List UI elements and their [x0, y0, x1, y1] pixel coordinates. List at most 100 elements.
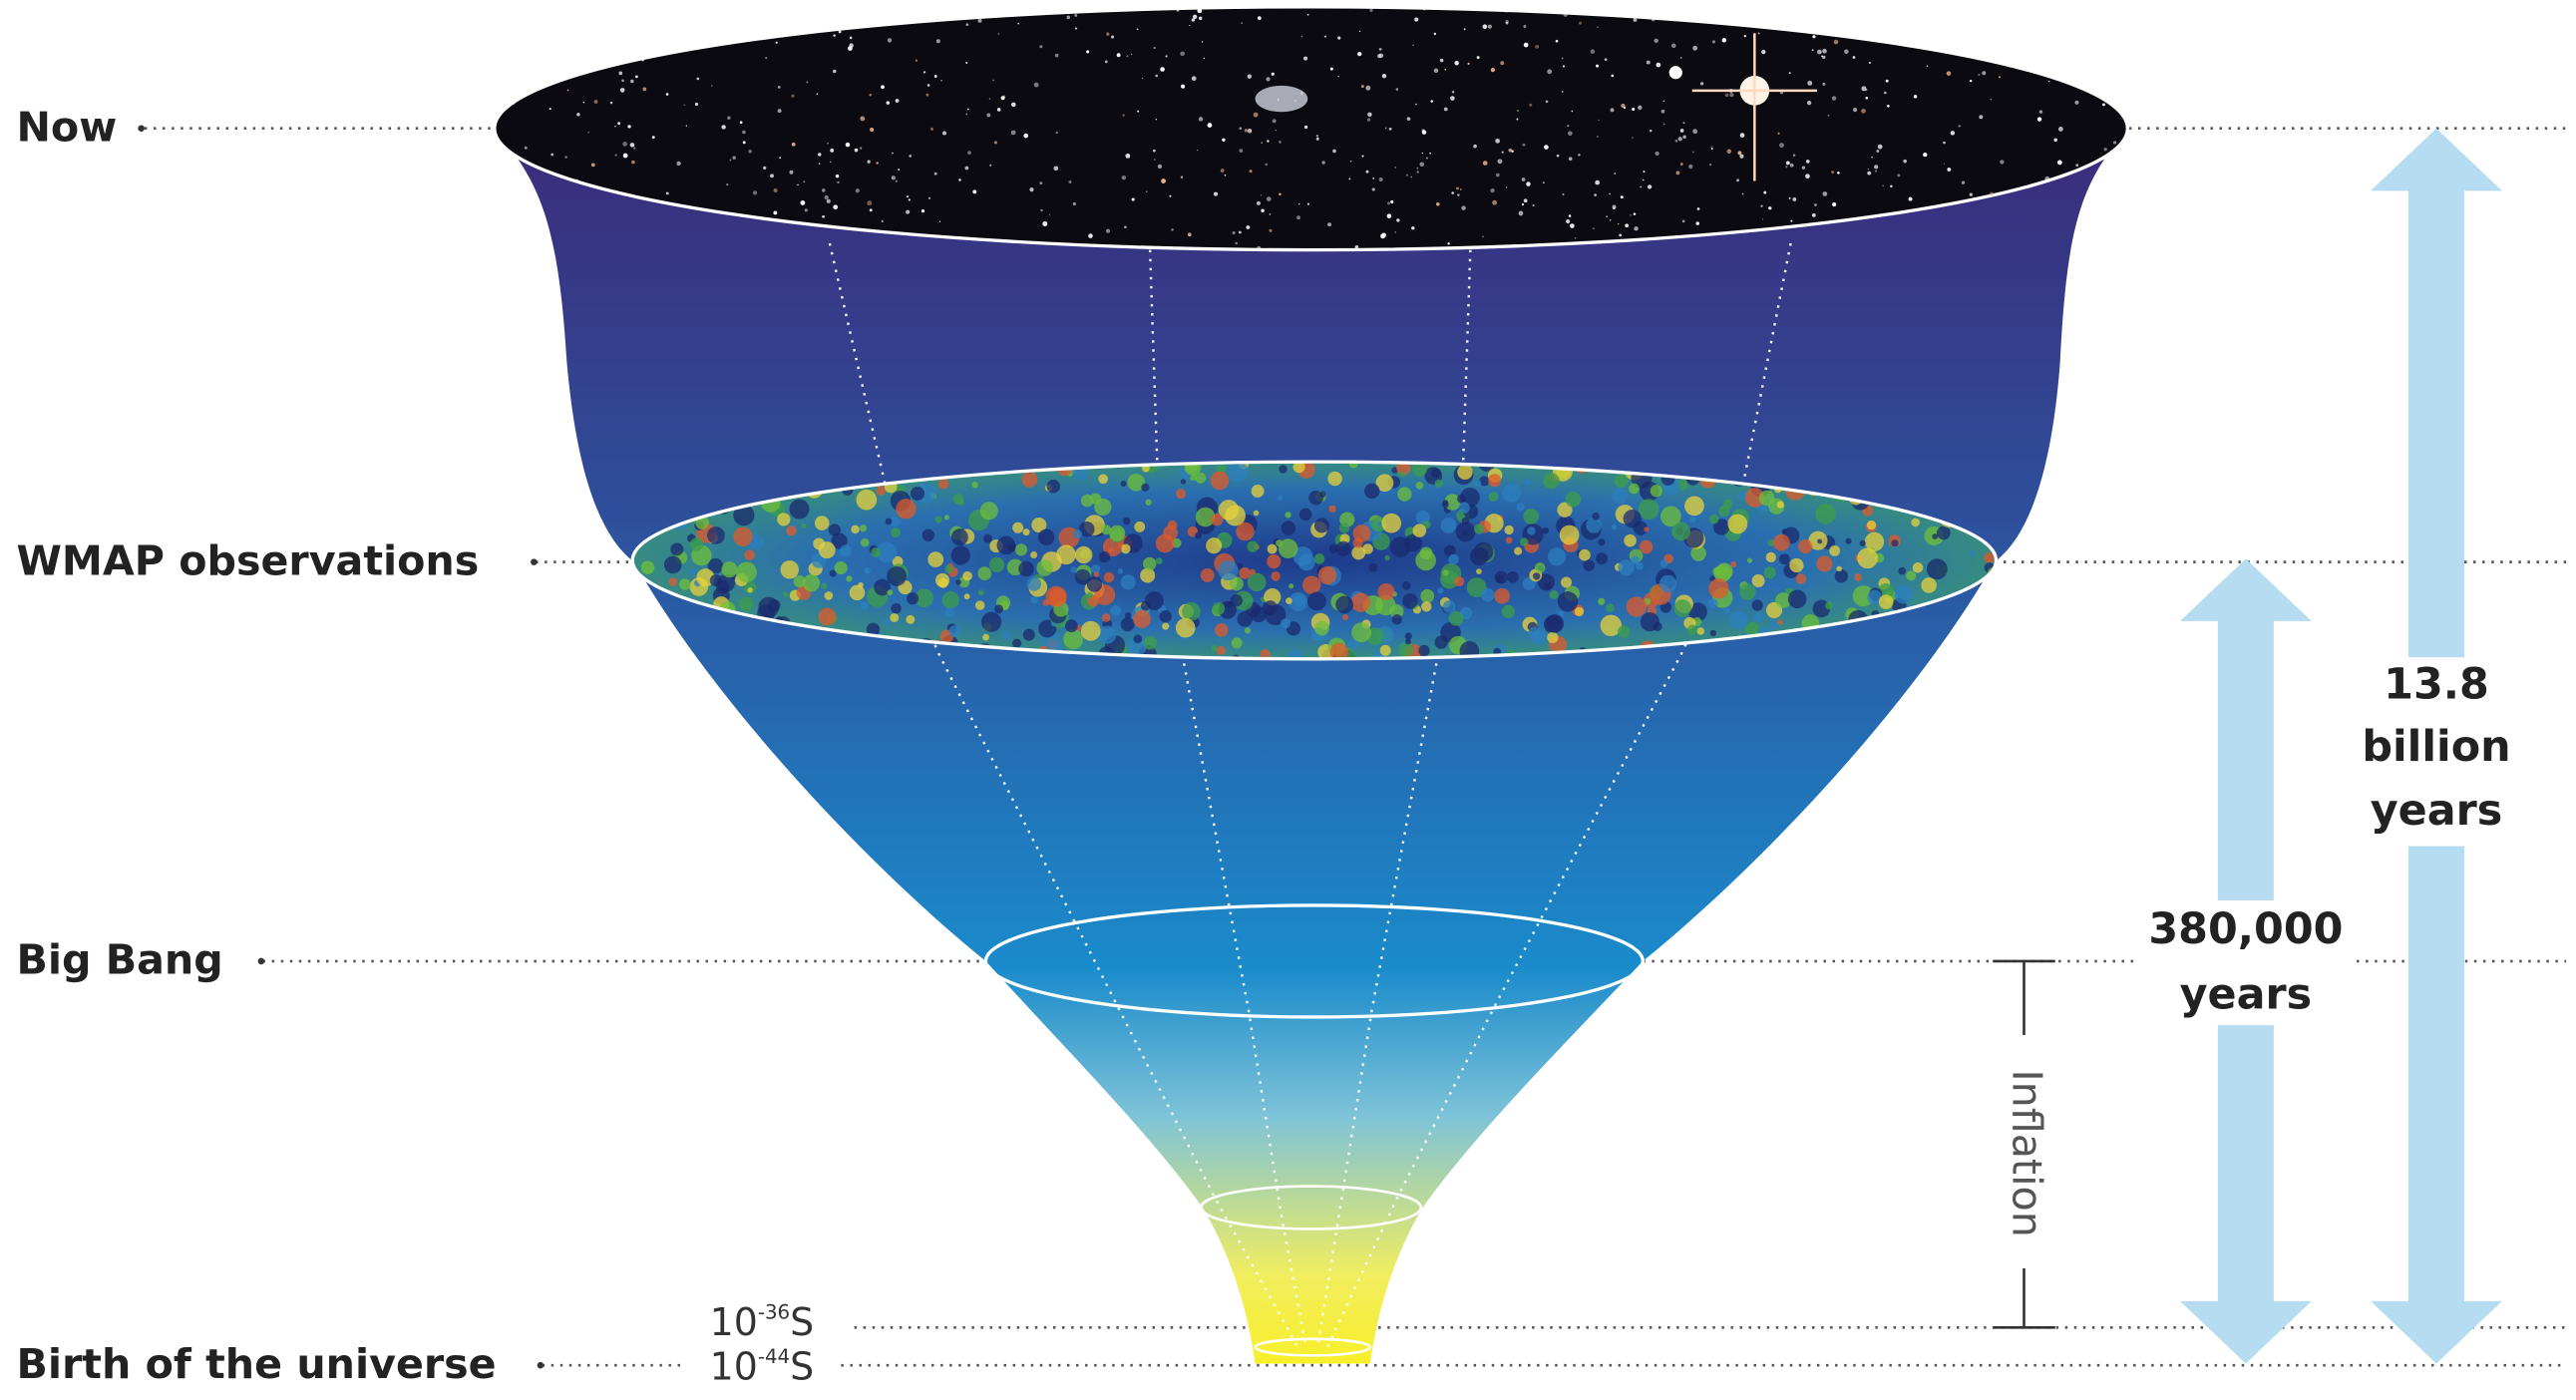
- star: [1156, 119, 1157, 120]
- cmb-spot: [1094, 571, 1099, 576]
- star: [494, 38, 497, 41]
- star: [1524, 198, 1528, 202]
- star: [1543, 181, 1545, 183]
- star: [1563, 65, 1565, 67]
- cmb-spot: [1351, 592, 1370, 611]
- cmb-spot: [1854, 573, 1862, 581]
- star: [1661, 110, 1665, 114]
- star: [870, 128, 874, 132]
- star: [1407, 117, 1411, 121]
- star: [1943, 142, 1946, 145]
- cmb-spot: [864, 567, 871, 574]
- star: [1882, 184, 1884, 186]
- star: [830, 161, 832, 163]
- bullet: [258, 958, 265, 965]
- cmb-spot: [1502, 483, 1521, 502]
- cmb-spot: [790, 500, 810, 520]
- star: [1426, 158, 1428, 160]
- cmb-spot: [1990, 614, 1998, 622]
- time-label: 10-44S: [710, 1344, 815, 1388]
- star: [1711, 146, 1713, 148]
- star: [630, 80, 634, 84]
- cmb-spot: [1651, 485, 1662, 497]
- cmb-spot: [1377, 583, 1394, 600]
- cmb-spot: [951, 545, 970, 564]
- cmb-spot: [1973, 609, 1987, 623]
- cmb-spot: [1592, 513, 1600, 521]
- star: [1865, 97, 1868, 100]
- star: [1566, 219, 1570, 223]
- star: [621, 79, 624, 82]
- star: [502, 107, 504, 109]
- star: [1523, 144, 1526, 147]
- cmb-spot: [1506, 536, 1513, 543]
- star: [1451, 191, 1454, 194]
- star: [1066, 16, 1070, 20]
- cmb-spot: [1353, 525, 1371, 542]
- cmb-spot: [1969, 550, 1975, 556]
- star: [1225, 175, 1227, 176]
- cmb-spot: [1314, 519, 1329, 533]
- star: [2092, 211, 2094, 213]
- bullet: [538, 1362, 545, 1369]
- cmb-spot: [1413, 524, 1427, 537]
- star: [1337, 37, 1340, 40]
- cmb-spot: [1369, 563, 1378, 572]
- star: [2057, 161, 2062, 166]
- star: [870, 208, 873, 211]
- star: [1126, 55, 1128, 57]
- cmb-spot: [736, 561, 757, 582]
- star: [805, 208, 808, 211]
- cmb-spot: [1829, 545, 1840, 556]
- star: [684, 105, 685, 106]
- cmb-spot: [1583, 559, 1595, 571]
- cmb-spot: [951, 528, 968, 545]
- cmb-spot: [942, 591, 959, 608]
- star: [1517, 110, 1519, 112]
- star: [1106, 32, 1109, 35]
- star: [696, 78, 699, 81]
- star: [1296, 215, 1300, 219]
- star: [1204, 58, 1206, 60]
- star: [496, 241, 497, 242]
- cmb-spot: [1399, 472, 1405, 478]
- star: [1272, 73, 1275, 76]
- star: [1685, 5, 1688, 8]
- cmb-spot: [1133, 610, 1151, 628]
- star: [1040, 209, 1043, 212]
- cmb-spot: [1215, 623, 1229, 637]
- star: [1410, 176, 1412, 178]
- cmb-spot: [1211, 472, 1230, 491]
- star: [1692, 46, 1697, 51]
- star: [1959, 125, 1961, 127]
- star: [1372, 187, 1375, 190]
- cmb-spot: [1517, 503, 1525, 511]
- star: [1822, 83, 1825, 86]
- cmb-spot: [1110, 605, 1121, 616]
- star: [1832, 96, 1836, 100]
- cmb-spot: [1247, 540, 1258, 551]
- star: [1923, 153, 1927, 157]
- star: [1605, 58, 1608, 61]
- cmb-spot: [1978, 600, 1984, 606]
- cmb-spot: [1141, 601, 1151, 611]
- star: [1189, 25, 1190, 26]
- star: [576, 178, 578, 180]
- star: [1614, 173, 1616, 175]
- star: [1491, 68, 1495, 72]
- star: [1595, 180, 1600, 185]
- cmb-spot: [1527, 526, 1535, 534]
- star: [1887, 105, 1890, 108]
- star: [763, 167, 766, 170]
- star: [833, 70, 837, 74]
- star: [1760, 205, 1762, 207]
- star: [1171, 228, 1174, 231]
- cmb-spot: [1766, 552, 1776, 562]
- star: [1922, 38, 1925, 41]
- star: [1744, 35, 1746, 37]
- star: [855, 149, 859, 153]
- cmb-spot: [1327, 472, 1341, 486]
- star: [1154, 47, 1156, 49]
- star: [2044, 176, 2049, 181]
- star: [1208, 123, 1213, 128]
